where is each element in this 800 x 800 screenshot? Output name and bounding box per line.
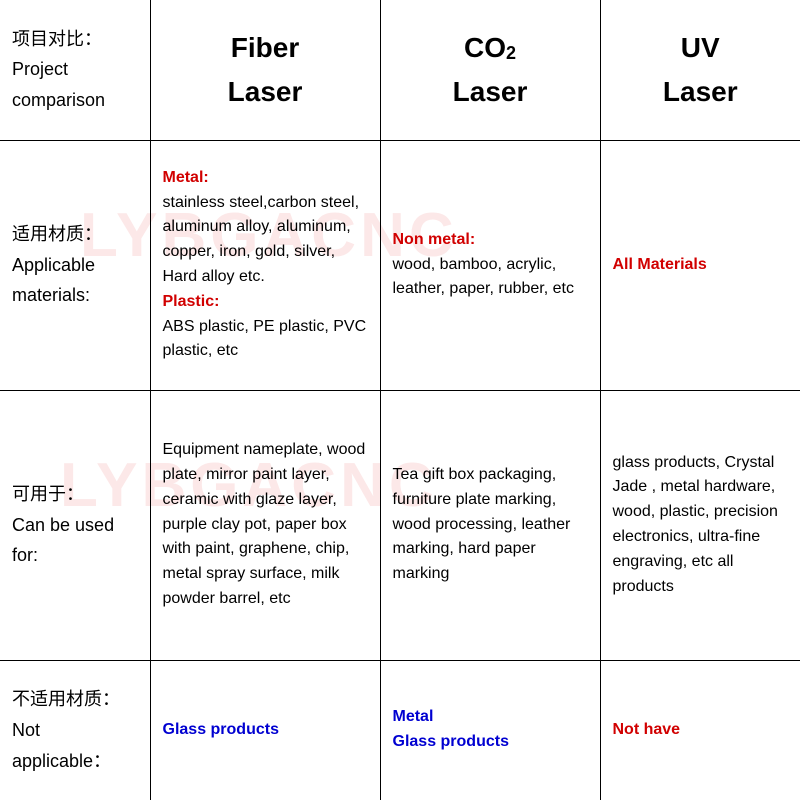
fiber-l2: Laser [228, 76, 303, 107]
na-label-en: Not applicable： [12, 720, 111, 771]
na-co2-l1: Metal [393, 708, 434, 725]
co2-l2: Laser [453, 76, 528, 107]
row-not-applicable: 不适用材质： Not applicable： Glass products Me… [0, 660, 800, 800]
co2-nonmetal-body: wood, bamboo, acrylic, leather, paper, r… [393, 256, 574, 298]
na-co2-l2: Glass products [393, 733, 509, 750]
header-label-cell: 项目对比： Project comparison [0, 0, 150, 140]
uv-l1: UV [681, 32, 720, 63]
cell-materials-uv: All Materials [600, 140, 800, 390]
uses-uv-text: glass products, Crystal Jade , metal har… [613, 454, 778, 595]
fiber-plastic-body: ABS plastic, PE plastic, PVC plastic, et… [163, 318, 367, 360]
na-uv-text: Not have [613, 721, 681, 738]
co2-sub: 2 [506, 43, 516, 63]
co2-nonmetal-heading: Non metal: [393, 231, 476, 248]
table-header-row: 项目对比： Project comparison Fiber Laser CO2… [0, 0, 800, 140]
cell-materials-co2: Non metal: wood, bamboo, acrylic, leathe… [380, 140, 600, 390]
header-label-en2: comparison [12, 90, 105, 110]
uv-l2: Laser [663, 76, 738, 107]
cell-uses-uv: glass products, Crystal Jade , metal har… [600, 390, 800, 660]
col-header-co2: CO2 Laser [380, 0, 600, 140]
fiber-metal-heading: Metal: [163, 169, 209, 186]
cell-uses-fiber: Equipment nameplate, wood plate, mirror … [150, 390, 380, 660]
co2-l1: CO [464, 32, 506, 63]
uses-label-en2: for: [12, 545, 38, 565]
cell-na-fiber: Glass products [150, 660, 380, 800]
uses-fiber-text: Equipment nameplate, wood plate, mirror … [163, 441, 366, 607]
header-label-en1: Project [12, 59, 68, 79]
na-label-cn: 不适用材质： [12, 689, 120, 709]
fiber-metal-body: stainless steel,carbon steel, aluminum a… [163, 194, 360, 285]
uv-all-heading: All Materials [613, 256, 707, 273]
header-label-cn: 项目对比： [12, 29, 102, 49]
uses-label-cn: 可用于： [12, 484, 84, 504]
uses-label-en1: Can be used [12, 515, 114, 535]
col-header-uv: UV Laser [600, 0, 800, 140]
comparison-table: 项目对比： Project comparison Fiber Laser CO2… [0, 0, 800, 800]
cell-na-co2: Metal Glass products [380, 660, 600, 800]
cell-uses-co2: Tea gift box packaging, furniture plate … [380, 390, 600, 660]
row-materials: 适用材质： Applicable materials: Metal: stain… [0, 140, 800, 390]
col-header-fiber: Fiber Laser [150, 0, 380, 140]
na-fiber-text: Glass products [163, 721, 279, 738]
materials-label-cn: 适用材质： [12, 224, 102, 244]
uses-co2-text: Tea gift box packaging, furniture plate … [393, 466, 571, 582]
row-uses: 可用于： Can be used for: Equipment nameplat… [0, 390, 800, 660]
fiber-l1: Fiber [231, 32, 299, 63]
fiber-plastic-heading: Plastic: [163, 293, 220, 310]
cell-na-uv: Not have [600, 660, 800, 800]
cell-materials-fiber: Metal: stainless steel,carbon steel, alu… [150, 140, 380, 390]
row-materials-label: 适用材质： Applicable materials: [0, 140, 150, 390]
materials-label-en2: materials: [12, 285, 90, 305]
row-na-label: 不适用材质： Not applicable： [0, 660, 150, 800]
row-uses-label: 可用于： Can be used for: [0, 390, 150, 660]
materials-label-en1: Applicable [12, 255, 95, 275]
